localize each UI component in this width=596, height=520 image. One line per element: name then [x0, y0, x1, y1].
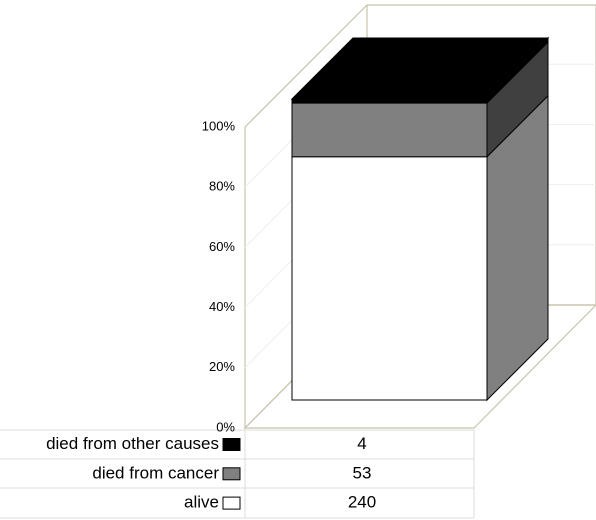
table-lines [0, 429, 475, 519]
table-value: 240 [348, 493, 376, 512]
table-value: 4 [357, 434, 366, 453]
bar-top [290, 37, 550, 100]
legend-swatch [222, 438, 241, 451]
y-tick-label: 80% [209, 179, 235, 194]
y-tick-label: 100% [202, 118, 236, 133]
y-tick-label: 40% [209, 299, 235, 314]
legend-swatch [222, 467, 241, 481]
bar-segment [291, 98, 488, 104]
legend-swatch [222, 496, 241, 510]
y-tick-label: 20% [209, 359, 235, 374]
table-value: 53 [353, 463, 372, 482]
legend-label: alive [184, 493, 219, 512]
y-tick-label: 60% [209, 239, 235, 254]
y-tick-label: 0% [216, 419, 235, 434]
legend-label: died from other causes [46, 434, 219, 453]
bar-segment [291, 156, 488, 401]
legend-label: died from cancer [92, 463, 219, 482]
bar-segment [291, 102, 488, 158]
